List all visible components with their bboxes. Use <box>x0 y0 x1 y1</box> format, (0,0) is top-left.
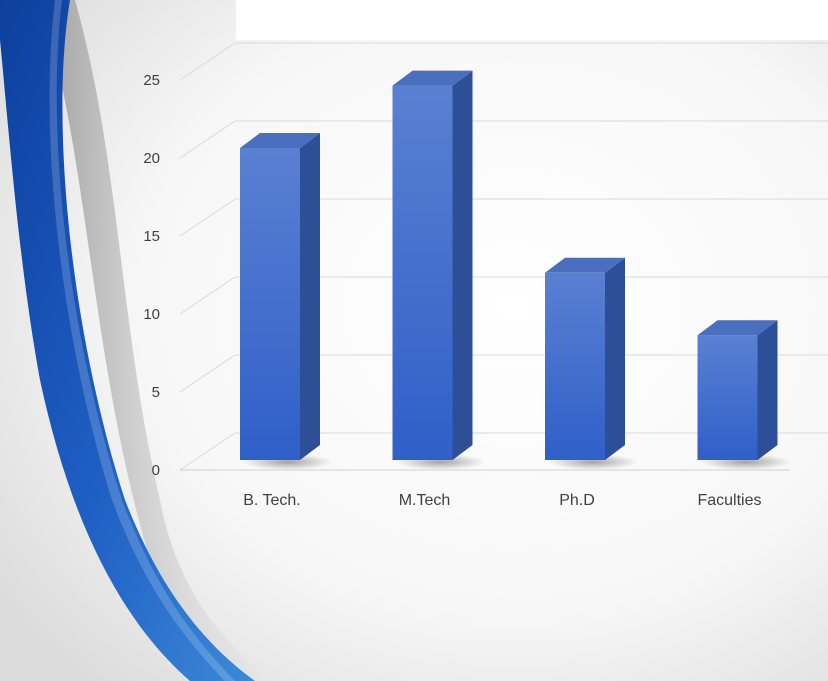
bar-side <box>757 320 778 460</box>
swoosh-band <box>0 0 255 681</box>
x-category-label: Faculties <box>697 492 761 509</box>
top-white-band <box>236 0 828 40</box>
gridline-diagonal <box>179 432 236 471</box>
bar-top <box>240 133 320 148</box>
bar-front <box>697 335 758 460</box>
swoosh-shadow <box>40 0 275 681</box>
y-tick-label: 20 <box>143 150 160 167</box>
x-category-label: Ph.D <box>559 492 595 509</box>
bar-side <box>452 70 473 460</box>
decorative-swoosh <box>0 0 275 681</box>
y-axis-tick-labels: 0 5 10 15 20 25 <box>143 72 160 479</box>
bar <box>240 133 333 470</box>
bar-front <box>240 148 300 460</box>
bar <box>697 320 791 470</box>
bar-front <box>392 85 453 460</box>
bars <box>240 70 791 470</box>
bar-chart: 0 5 10 15 20 25 B. Tech. M.Tech Ph.D Faculties <box>143 42 828 509</box>
y-tick-label: 25 <box>143 72 160 89</box>
bar-top <box>545 257 625 273</box>
bar-side <box>605 257 625 460</box>
gridline-diagonal <box>179 42 236 81</box>
gridline-diagonal <box>179 354 236 393</box>
gridline-diagonal <box>179 276 236 315</box>
bar-top <box>697 320 778 336</box>
gridline-diagonal <box>179 120 236 159</box>
x-category-label: M.Tech <box>399 492 451 509</box>
bar <box>545 257 638 470</box>
bar-front <box>545 272 605 460</box>
y-tick-label: 0 <box>152 462 160 479</box>
y-tick-label: 15 <box>143 228 160 245</box>
x-category-label: B. Tech. <box>243 492 301 509</box>
x-axis-category-labels: B. Tech. M.Tech Ph.D Faculties <box>243 492 761 509</box>
gridline-diagonal <box>179 198 236 237</box>
bar-top <box>392 70 473 86</box>
y-tick-label: 10 <box>143 306 160 323</box>
bar-side <box>300 133 320 460</box>
bar <box>392 70 486 470</box>
y-tick-label: 5 <box>152 384 160 401</box>
